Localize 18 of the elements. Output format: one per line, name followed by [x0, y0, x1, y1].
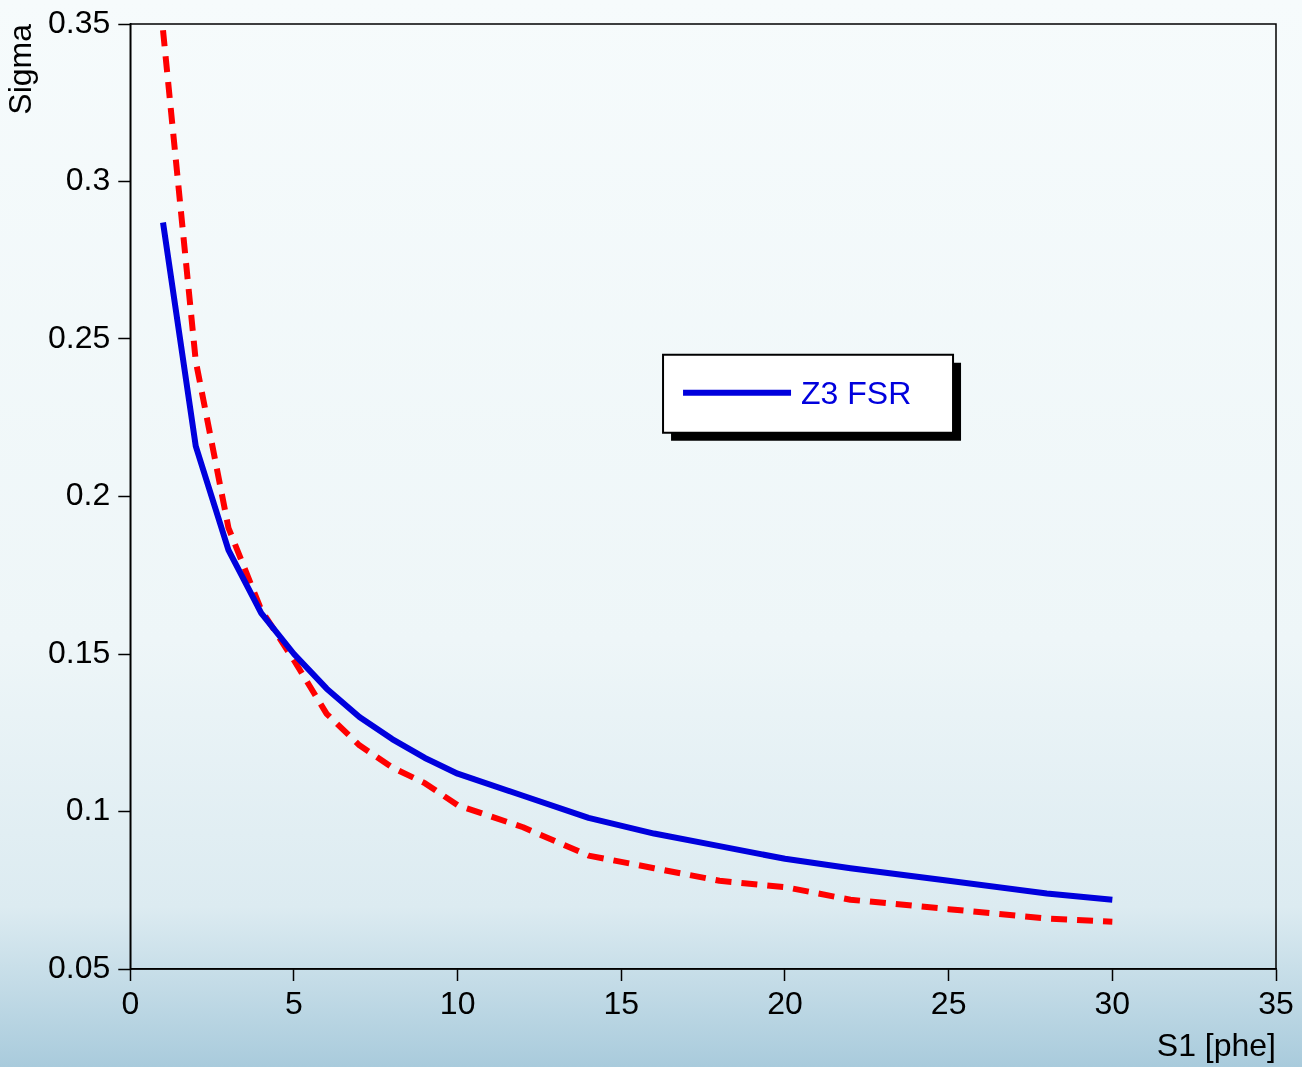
- y-axis-title: Sigma: [1, 23, 38, 115]
- x-tick-label: 35: [1258, 984, 1294, 1021]
- x-tick-label: 25: [930, 984, 967, 1021]
- x-tick-label: 5: [285, 984, 303, 1021]
- x-tick-label: 0: [121, 984, 140, 1021]
- x-tick-label: 20: [767, 984, 803, 1021]
- y-tick-label: 0.3: [65, 161, 111, 198]
- y-tick-label: 0.05: [48, 948, 111, 985]
- y-tick-label: 0.2: [65, 476, 111, 513]
- x-tick-label: 15: [603, 984, 640, 1021]
- legend-label: Z3 FSR: [801, 374, 912, 411]
- y-tick-label: 0.25: [48, 318, 111, 355]
- x-tick-label: 10: [439, 984, 476, 1021]
- y-tick-label: 0.35: [48, 3, 111, 40]
- y-tick-label: 0.15: [48, 633, 111, 670]
- x-tick-label: 30: [1094, 984, 1131, 1021]
- y-tick-label: 0.1: [65, 791, 111, 828]
- x-axis-title: S1 [phe]: [1156, 1026, 1276, 1063]
